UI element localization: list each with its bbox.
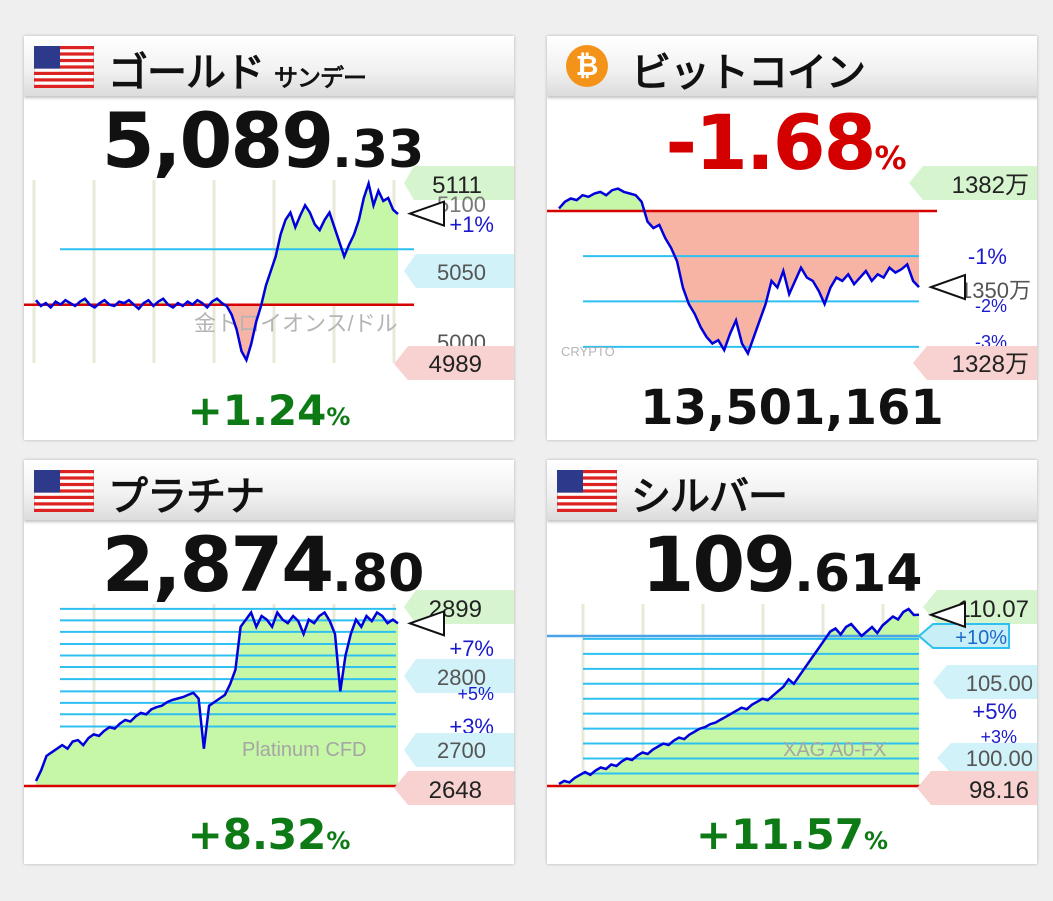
gold-watermark: 金トロイオンス/ドル: [194, 311, 398, 336]
gold-panel[interactable]: 金トロイオンス/ドル 5111 5050 5100 +1% 5000 4989 …: [24, 36, 514, 440]
silver-high-label: 110.07: [957, 596, 1029, 623]
silver-level-3: +3%: [980, 727, 1017, 747]
gold-price: 5,089.33: [24, 96, 508, 185]
platinum-title: プラチナ: [108, 474, 265, 520]
gold-high-tag: [404, 166, 514, 200]
gold-area-up: [36, 183, 398, 305]
bitcoin-change: -1.68%: [547, 98, 1031, 187]
platinum-low-tag: [394, 771, 514, 805]
bitcoin-low-tag: [913, 346, 1037, 380]
platinum-panel[interactable]: Platinum CFD 2899 +7% 2800 +5% +3% 2700 …: [24, 460, 514, 864]
gold-high-label: 5111: [432, 172, 482, 199]
silver-change-unit: %: [864, 827, 889, 855]
gold-chart: 金トロイオンス/ドル 5111 5050 5100 +1% 5000 4989: [24, 166, 514, 380]
platinum-level-7: +7%: [449, 636, 494, 661]
silver-price: 109.614: [547, 520, 1027, 609]
gold-fill: [36, 183, 398, 360]
bitcoin-fill: [559, 188, 919, 354]
bitcoin-icon: ₿: [566, 45, 608, 87]
platinum-level-5: +5%: [457, 684, 494, 704]
gold-price-decimal: .33: [332, 120, 425, 180]
gold-low-label: 4989: [429, 351, 482, 378]
silver-watermark: XAG A0-FX: [783, 739, 886, 761]
gold-area-down: [39, 304, 262, 360]
bitcoin-area-up: [559, 188, 919, 212]
platinum-level-2700: 2700: [437, 738, 486, 763]
silver-level-5: +5%: [972, 699, 1017, 724]
bitcoin-level-label-2: -2%: [975, 296, 1007, 316]
gold-header: ゴールド サンデー: [24, 36, 514, 96]
bitcoin-high-tag: [909, 166, 1037, 200]
platinum-chart: Platinum CFD 2899 +7% 2800 +5% +3% 2700 …: [24, 590, 514, 805]
silver-level-tag-105: [933, 665, 1037, 699]
us-flag-icon: [557, 470, 617, 512]
bitcoin-change-value: -1.68: [665, 98, 876, 187]
silver-level-100: 100.00: [966, 746, 1033, 771]
silver-price-line: [558, 607, 920, 785]
silver-chart: XAG A0-FX 110.07 +10% 105.00 +5% +3% 100…: [547, 590, 1037, 805]
silver-price-decimal: .614: [794, 544, 923, 604]
gold-change-unit: %: [326, 403, 351, 431]
gold-low-tag: [394, 346, 514, 380]
platinum-change: +8.32%: [24, 810, 514, 859]
bitcoin-chart: CRYPTO 1382万 -1% 1350万 -2% -3% 1328万: [547, 166, 1037, 380]
platinum-change-value: +8.32: [187, 810, 327, 859]
silver-price-main: 109: [641, 520, 797, 609]
gold-level-label-5050: 5050: [437, 260, 486, 285]
platinum-price: 2,874.80: [24, 520, 508, 609]
bitcoin-price-line: [558, 187, 920, 357]
bitcoin-low-label: 1328万: [952, 351, 1029, 378]
bitcoin-value: 13,501,161: [640, 380, 944, 436]
bitcoin-level-label-1: -1%: [968, 244, 1007, 269]
us-flag-icon: [34, 470, 94, 512]
platinum-watermark: Platinum CFD: [242, 739, 366, 761]
gold-level-label-5100: 5100: [437, 192, 486, 217]
bitcoin-watermark: CRYPTO: [561, 344, 615, 359]
silver-change: +11.57%: [547, 810, 1037, 859]
gold-current-marker: [406, 200, 445, 228]
silver-level-10: +10%: [955, 627, 1007, 649]
bitcoin-header: ₿ ビットコイン: [547, 36, 1037, 96]
gold-change-value: +1.24: [187, 386, 327, 435]
silver-low-label: 98.16: [969, 777, 1029, 804]
gold-level-tag-1: [404, 254, 514, 288]
bitcoin-change-unit: %: [874, 139, 907, 177]
bitcoin-current-label: 1350万: [960, 278, 1031, 303]
platinum-current-marker: [406, 609, 445, 637]
bitcoin-high-label: 1382万: [952, 172, 1029, 199]
silver-level-tag-100: [937, 743, 1037, 773]
gold-level-label-pct: +1%: [449, 212, 494, 237]
platinum-price-line: [34, 609, 399, 782]
platinum-price-decimal: .80: [332, 544, 425, 604]
silver-change-value: +11.57: [695, 810, 864, 859]
platinum-low-label: 2648: [429, 777, 482, 804]
silver-level-10-tag: [917, 623, 1010, 649]
platinum-level-tag-2800: [404, 659, 514, 693]
bitcoin-panel[interactable]: CRYPTO 1382万 -1% 1350万 -2% -3% 1328万 ₿ ビ…: [547, 36, 1037, 440]
platinum-level-2800: 2800: [437, 665, 486, 690]
bitcoin-title: ビットコイン: [631, 50, 866, 96]
silver-gridlines: [583, 637, 919, 775]
bitcoin-current-marker: [927, 273, 966, 301]
svg-text:₿: ₿: [576, 49, 599, 82]
silver-panel[interactable]: XAG A0-FX 110.07 +10% 105.00 +5% +3% 100…: [547, 460, 1037, 864]
gold-change: +1.24%: [24, 386, 514, 435]
platinum-header: プラチナ: [24, 460, 514, 520]
platinum-change-unit: %: [326, 827, 351, 855]
silver-title: シルバー: [631, 474, 788, 520]
platinum-price-main: 2,874: [101, 520, 334, 609]
bitcoin-area-down: [644, 211, 919, 354]
silver-header: シルバー: [547, 460, 1037, 520]
silver-level-105: 105.00: [966, 671, 1033, 696]
us-flag-icon: [34, 46, 94, 88]
platinum-level-tag-2700: [404, 733, 514, 767]
silver-current-marker: [927, 601, 966, 629]
gold-price-main: 5,089: [101, 96, 334, 185]
gold-title: ゴールド: [108, 50, 265, 96]
silver-low-tag: [917, 771, 1037, 805]
gold-price-line: [35, 178, 399, 364]
gold-subtitle: サンデー: [274, 64, 367, 92]
